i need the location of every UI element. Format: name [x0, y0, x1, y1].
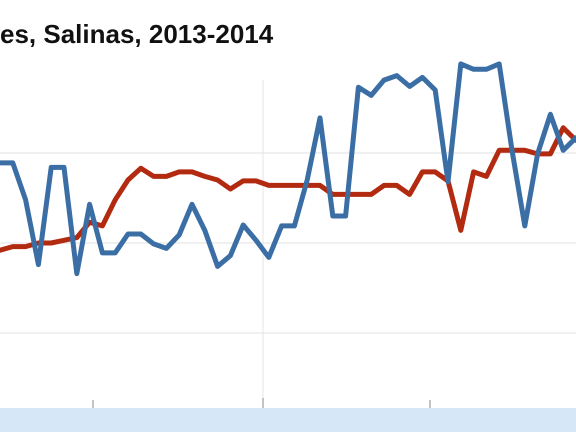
- chart-title: es, Salinas, 2013-2014: [0, 19, 274, 49]
- lines: [0, 61, 576, 277]
- grid: [0, 152, 576, 334]
- axis-band: [0, 408, 576, 432]
- series-line: [0, 61, 576, 277]
